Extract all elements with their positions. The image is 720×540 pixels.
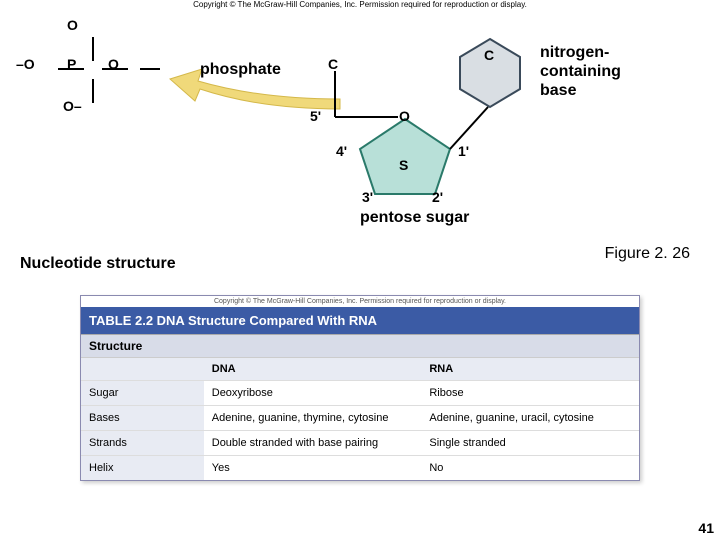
table-title: TABLE 2.2 DNA Structure Compared With RN… (81, 307, 639, 334)
sugar-4prime: 4' (336, 143, 347, 159)
phosphate-label: phosphate (200, 61, 281, 79)
sugar-5prime: 5' (310, 108, 321, 124)
phosphate-O-top: O (67, 17, 78, 33)
phosphate-P: P (67, 56, 76, 72)
comparison-table: Copyright © The McGraw-Hill Companies, I… (80, 295, 640, 481)
dna-rna-table: DNA RNA SugarDeoxyriboseRiboseBasesAdeni… (81, 357, 639, 480)
table-row: HelixYesNo (81, 456, 639, 481)
nucleotide-title: Nucleotide structure (20, 255, 176, 273)
th-rna: RNA (421, 358, 639, 381)
sugar-O: O (399, 108, 410, 124)
cell-rna: Ribose (421, 381, 639, 406)
carbon-left: C (328, 56, 338, 72)
row-label: Bases (81, 406, 204, 431)
th-blank (81, 358, 204, 381)
row-label: Helix (81, 456, 204, 481)
page-number: 41 (698, 520, 714, 536)
phosphate-O-bottom: O– (63, 98, 82, 114)
base-label: nitrogen- containing base (540, 43, 621, 101)
table-row: StrandsDouble stranded with base pairing… (81, 431, 639, 456)
carbon-base: C (484, 47, 494, 63)
cell-rna: Single stranded (421, 431, 639, 456)
sugar-S: S (399, 157, 408, 173)
cell-dna: Double stranded with base pairing (204, 431, 422, 456)
th-dna: DNA (204, 358, 422, 381)
row-label: Sugar (81, 381, 204, 406)
nucleotide-diagram: O –O P O O– phosphate C C nitrogen- cont… (0, 9, 720, 249)
pentose-label: pentose sugar (360, 209, 469, 227)
cell-rna: Adenine, guanine, uracil, cytosine (421, 406, 639, 431)
cell-dna: Adenine, guanine, thymine, cytosine (204, 406, 422, 431)
phosphate-O-right: O (108, 56, 119, 72)
sugar-3prime: 3' (362, 189, 373, 205)
copyright-table: Copyright © The McGraw-Hill Companies, I… (81, 296, 639, 307)
sugar-1prime: 1' (458, 143, 469, 159)
table-subtitle: Structure (81, 334, 639, 357)
copyright-top: Copyright © The McGraw-Hill Companies, I… (0, 0, 720, 9)
phosphate-O-left: –O (16, 56, 35, 72)
sugar-2prime: 2' (432, 189, 443, 205)
figure-label: Figure 2. 26 (605, 245, 690, 263)
table-row: BasesAdenine, guanine, thymine, cytosine… (81, 406, 639, 431)
table-row: SugarDeoxyriboseRibose (81, 381, 639, 406)
cell-dna: Deoxyribose (204, 381, 422, 406)
cell-rna: No (421, 456, 639, 481)
row-label: Strands (81, 431, 204, 456)
cell-dna: Yes (204, 456, 422, 481)
